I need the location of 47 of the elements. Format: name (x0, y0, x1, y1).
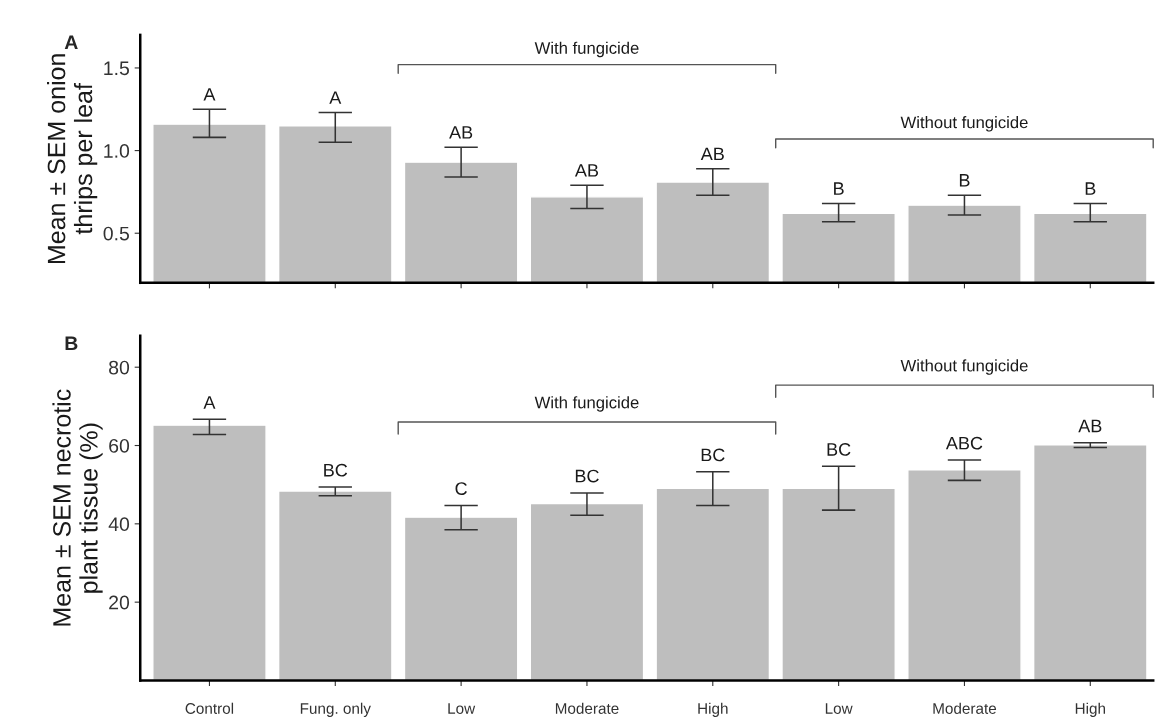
x-tick-label: High (698, 702, 728, 717)
x-tick-label: Low (825, 703, 853, 714)
data-label: AB (1078, 419, 1102, 433)
y-tick-label: 0.5 (103, 226, 130, 241)
data-label: BC (324, 463, 348, 477)
annotation: Without fungicide (900, 359, 1028, 375)
data-label: BC (827, 443, 851, 456)
data-label: BC (575, 469, 599, 483)
data-label: B (959, 174, 970, 187)
y-tick-label: 40 (108, 517, 130, 532)
y-tick-label: 1.0 (104, 144, 130, 158)
bar (655, 487, 771, 681)
bar (781, 487, 896, 681)
bar (152, 424, 267, 681)
annotation: With fungicide (534, 396, 639, 412)
y-axis-title: Mean ± SEM necrotic plant tissue (%) (52, 389, 103, 626)
data-label: B (834, 182, 844, 195)
data-label: AB (700, 147, 724, 161)
data-label: B (1085, 182, 1096, 195)
y-axis-title: Mean ± SEM onion thrips per leaf (47, 54, 98, 264)
x-tick-label: Fung. only (300, 702, 371, 717)
bar (277, 490, 393, 681)
data-label: AB (574, 164, 599, 177)
bar (1032, 444, 1148, 681)
data-label: A (203, 396, 216, 409)
annotation: With fungicide (534, 41, 639, 58)
bar (907, 469, 1022, 681)
x-tick-label: Low (448, 703, 476, 714)
annotation: Without fungicide (900, 116, 1028, 132)
data-label: A (203, 88, 216, 101)
data-label: C (455, 482, 467, 495)
y-tick-label: 60 (109, 438, 130, 453)
y-tick-label: 80 (109, 360, 130, 375)
data-label: A (329, 91, 342, 104)
y-tick-label: 20 (109, 595, 130, 610)
x-tick-label: High (1075, 702, 1106, 717)
bar (529, 502, 645, 681)
data-label: AB (449, 126, 473, 139)
bar (403, 516, 519, 681)
x-tick-label: Moderate (555, 702, 619, 714)
data-label: ABC (945, 436, 983, 450)
chart-title: A (64, 35, 78, 49)
chart-title: B (65, 336, 78, 350)
x-tick-label: Control (185, 702, 234, 714)
x-tick-label: Moderate (933, 702, 997, 714)
data-label: BC (701, 448, 725, 462)
y-tick-label: 1.5 (104, 61, 130, 76)
